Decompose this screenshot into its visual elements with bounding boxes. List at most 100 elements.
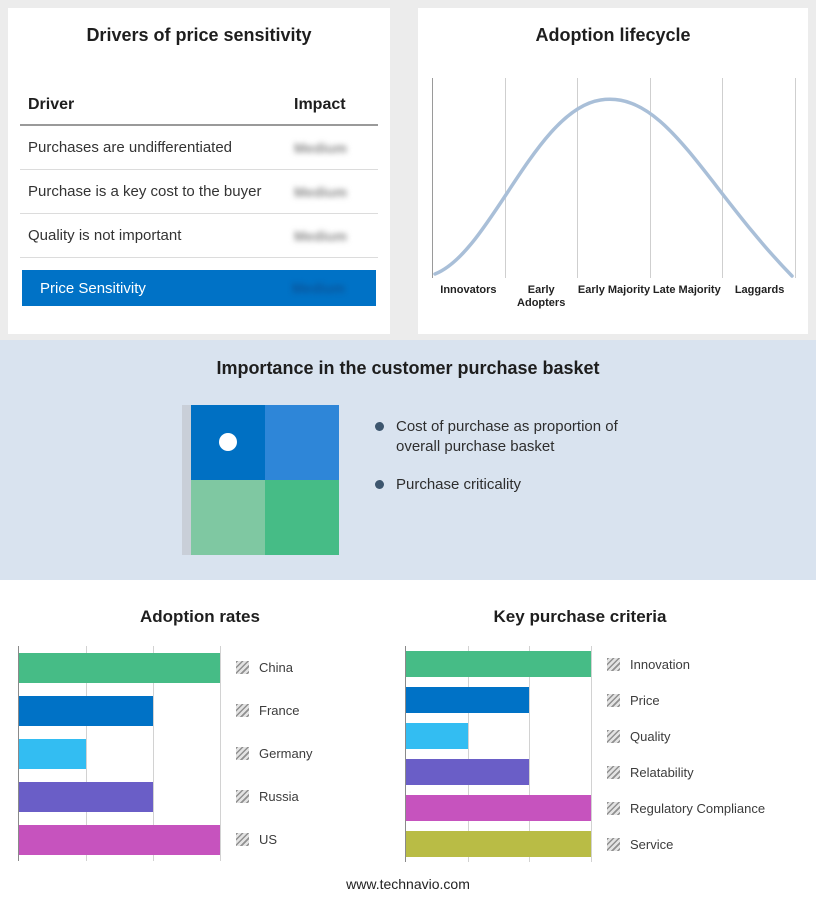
stage-gridline-column <box>578 78 651 278</box>
key-purchase-criteria-plot <box>405 646 592 862</box>
gridline <box>591 646 592 862</box>
bar-row-france <box>19 689 220 732</box>
stage-label-early-adopters: Early Adopters <box>517 284 566 309</box>
bar-innovation <box>406 651 591 677</box>
driver-label: Purchases are undifferentiated <box>28 139 233 156</box>
legend-item-regulatory-compliance: Regulatory Compliance <box>607 790 765 826</box>
key-purchase-criteria-body: Innovation Price Quality Relatability Regula… <box>405 646 816 862</box>
legend-item-france: France <box>236 689 312 732</box>
key-purchase-criteria-title: Key purchase criteria <box>493 607 667 626</box>
basket-bullets: Cost of purchase as proportion of overal… <box>375 417 627 513</box>
bar-row-relatability <box>406 754 591 790</box>
bullet-dot-icon <box>375 422 384 431</box>
bars <box>19 646 220 861</box>
bar-price <box>406 687 530 713</box>
legend-label: France <box>259 703 300 718</box>
quadrant-axis-strip <box>182 405 191 555</box>
stage-gridline-column <box>433 78 506 278</box>
hatch-swatch-icon <box>236 790 249 803</box>
bar-row-regulatory-compliance <box>406 790 591 826</box>
quadrant-graphic <box>182 405 339 555</box>
website-url: www.technavio.com <box>346 876 470 892</box>
table-row: Quality is not important Medium <box>20 214 378 258</box>
bar-row-innovation <box>406 646 591 682</box>
adoption-rates-plot <box>18 646 221 861</box>
impact-value-blurred: Medium <box>294 183 347 200</box>
adoption-rates-body: China France Germany Russia US <box>18 646 400 861</box>
bar-relatability <box>406 759 530 785</box>
basket-section: Importance in the customer purchase bask… <box>0 340 816 580</box>
stage-label-early-majority: Early Majority <box>577 284 651 296</box>
bar-row-us <box>19 818 220 861</box>
hatch-swatch-icon <box>607 801 620 815</box>
price-sensitivity-row: Price Sensitivity Medium <box>22 270 376 306</box>
gridline <box>467 646 469 862</box>
impact-value-blurred: Medium <box>292 280 345 296</box>
bar-france <box>19 695 153 726</box>
legend-label: Germany <box>259 746 313 761</box>
lifecycle-panel: Adoption lifecycle Innovators Early Adop… <box>418 8 808 334</box>
bullet-item: Purchase criticality <box>375 475 627 495</box>
quadrant-top-left <box>191 405 265 480</box>
legend-label: Innovation <box>630 656 690 672</box>
lifecycle-chart: Innovators Early Adopters Early Majority… <box>432 78 796 310</box>
stage-gridline-column <box>723 78 796 278</box>
drivers-panel: Drivers of price sensitivity Driver Impa… <box>8 8 390 334</box>
bar-russia <box>19 781 153 812</box>
legend-label: Quality <box>630 728 671 744</box>
price-sensitivity-label: Price Sensitivity <box>40 279 146 297</box>
hatch-swatch-icon <box>607 729 620 743</box>
lifecycle-panel-title: Adoption lifecycle <box>535 25 691 45</box>
stage-label-laggards: Laggards <box>734 284 785 296</box>
stage-gridline-column <box>506 78 579 278</box>
legend-item-china: China <box>236 646 312 689</box>
bars <box>406 646 591 862</box>
lifecycle-curve <box>433 78 796 278</box>
legend-item-germany: Germany <box>236 732 312 775</box>
bar-germany <box>19 738 86 769</box>
basket-content: Cost of purchase as proportion of overal… <box>182 405 816 555</box>
hatch-swatch-icon <box>236 704 249 717</box>
bar-row-service <box>406 826 591 862</box>
key-purchase-criteria-chart: Key purchase criteria Innovation Price Qua… <box>400 606 816 862</box>
legend-label: Price <box>630 692 660 708</box>
bullet-item: Cost of purchase as proportion of overal… <box>375 417 627 457</box>
legend: China France Germany Russia US <box>236 646 312 861</box>
quadrant-grid <box>191 405 339 555</box>
gridline <box>529 646 531 862</box>
lifecycle-stage-labels: Innovators Early Adopters Early Majority… <box>432 284 796 310</box>
drivers-table: Driver Impact Purchases are undifferenti… <box>20 96 378 306</box>
bullet-text: Cost of purchase as proportion of overal… <box>396 418 618 455</box>
legend-label: Russia <box>259 789 299 804</box>
legend-label: Relatability <box>630 764 694 780</box>
quadrant-bottom-right <box>265 480 339 555</box>
basket-section-title: Importance in the customer purchase bask… <box>216 358 600 378</box>
gridline <box>85 646 87 861</box>
quadrant-bottom-left <box>191 480 265 555</box>
hatch-swatch-icon <box>236 833 249 846</box>
legend: Innovation Price Quality Relatability Regula… <box>607 646 765 862</box>
stage-gridline-column <box>651 78 724 278</box>
legend-label: Service <box>630 836 674 852</box>
legend-item-innovation: Innovation <box>607 646 765 682</box>
bar-us <box>19 824 220 855</box>
drivers-table-header: Driver Impact <box>20 96 378 126</box>
bar-quality <box>406 723 468 749</box>
table-row: Purchase is a key cost to the buyer Medi… <box>20 170 378 214</box>
column-header-driver: Driver <box>28 96 75 113</box>
legend-label: China <box>259 660 293 675</box>
gridline <box>220 646 221 861</box>
legend-label: US <box>259 832 278 847</box>
drivers-panel-title: Drivers of price sensitivity <box>86 25 312 45</box>
stage-label-innovators: Innovators <box>440 284 497 296</box>
bar-row-price <box>406 682 591 718</box>
gridline <box>152 646 154 861</box>
bullet-dot-icon <box>375 480 384 489</box>
hatch-swatch-icon <box>607 765 620 779</box>
impact-value-blurred: Medium <box>294 139 347 156</box>
bar-service <box>406 831 591 857</box>
legend-item-quality: Quality <box>607 718 765 754</box>
legend-item-price: Price <box>607 682 765 718</box>
charts-row: Adoption rates China France Germany Russia U… <box>0 606 816 862</box>
driver-label: Quality is not important <box>28 227 182 244</box>
